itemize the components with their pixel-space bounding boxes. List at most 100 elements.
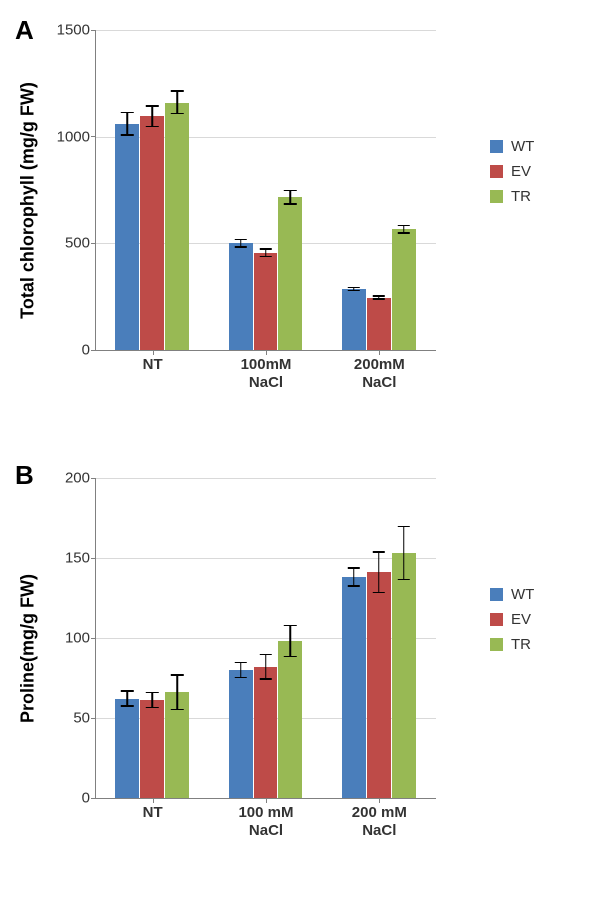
- errorbar-cap: [348, 585, 360, 587]
- gridline: [96, 30, 436, 31]
- bar-EV: [367, 572, 391, 798]
- legend-swatch: [490, 165, 503, 178]
- legend-swatch: [490, 190, 503, 203]
- errorbar: [176, 675, 178, 710]
- bar-WT: [342, 289, 366, 350]
- errorbar-cap: [348, 290, 360, 292]
- ytick-label: 150: [65, 550, 90, 567]
- errorbar-cap: [398, 225, 410, 227]
- legend-item-TR: TR: [490, 188, 534, 205]
- errorbar-cap: [121, 112, 133, 114]
- bar-TR: [165, 103, 189, 350]
- errorbar-cap: [348, 287, 360, 289]
- legend-label: WT: [511, 586, 534, 603]
- errorbar: [151, 106, 153, 127]
- xtick-label: 200 mMNaCl: [323, 798, 436, 840]
- errorbar-cap: [284, 656, 296, 658]
- ytick-label: 100: [65, 630, 90, 647]
- legend-label: TR: [511, 188, 531, 205]
- ytick-mark: [91, 478, 96, 479]
- panelA-ylabel: Total chlorophyll (mg/g FW): [18, 51, 39, 351]
- ytick-label: 0: [82, 342, 90, 359]
- errorbar-cap: [373, 295, 385, 297]
- errorbar-cap: [373, 592, 385, 594]
- ytick-label: 0: [82, 790, 90, 807]
- xtick-label: 100 mMNaCl: [209, 798, 322, 840]
- errorbar-cap: [373, 551, 385, 553]
- errorbar-cap: [121, 134, 133, 136]
- bar-WT: [115, 699, 139, 798]
- legend-label: WT: [511, 138, 534, 155]
- errorbar-cap: [146, 692, 158, 694]
- xtick-label: 100mMNaCl: [209, 350, 322, 392]
- legend-swatch: [490, 588, 503, 601]
- bar-EV: [140, 700, 164, 798]
- errorbar-cap: [259, 256, 271, 258]
- errorbar: [353, 568, 355, 587]
- panel-b-label: B: [15, 460, 34, 491]
- bar-TR: [278, 197, 302, 350]
- errorbar: [403, 526, 405, 580]
- bar-TR: [278, 641, 302, 798]
- errorbar-cap: [398, 232, 410, 234]
- legend-label: EV: [511, 163, 531, 180]
- errorbar-cap: [121, 690, 133, 692]
- legend-item-EV: EV: [490, 611, 534, 628]
- panelA-plot: 050010001500NT100mMNaCl200mMNaCl: [95, 30, 436, 351]
- panelB-ylabel: Proline(mg/g FW): [18, 499, 39, 799]
- ytick-label: 1000: [57, 128, 90, 145]
- errorbar-cap: [398, 526, 410, 528]
- bar-WT: [115, 124, 139, 350]
- gridline: [96, 558, 436, 559]
- errorbar-cap: [146, 126, 158, 128]
- errorbar-cap: [284, 203, 296, 205]
- legend-item-TR: TR: [490, 636, 534, 653]
- xtick-mark: [379, 350, 380, 355]
- bar-TR: [392, 229, 416, 350]
- bar-WT: [342, 577, 366, 798]
- errorbar-cap: [171, 113, 183, 115]
- errorbar-cap: [373, 298, 385, 300]
- errorbar-cap: [234, 239, 246, 241]
- xtick-mark: [266, 798, 267, 803]
- legend-label: TR: [511, 636, 531, 653]
- bar-EV: [254, 253, 278, 350]
- legend-label: EV: [511, 611, 531, 628]
- xtick-mark: [379, 798, 380, 803]
- bar-EV: [254, 667, 278, 798]
- bar-WT: [229, 243, 253, 350]
- ytick-label: 50: [73, 710, 90, 727]
- errorbar-cap: [259, 248, 271, 250]
- legend-swatch: [490, 613, 503, 626]
- ytick-mark: [91, 718, 96, 719]
- ytick-label: 1500: [57, 22, 90, 39]
- panelB-legend: WT EV TR: [490, 578, 534, 661]
- errorbar-cap: [284, 625, 296, 627]
- panelA-legend: WT EV TR: [490, 130, 534, 213]
- errorbar: [126, 112, 128, 135]
- errorbar-cap: [398, 579, 410, 581]
- legend-swatch: [490, 140, 503, 153]
- xtick-mark: [153, 798, 154, 803]
- ytick-label: 500: [65, 235, 90, 252]
- legend-item-WT: WT: [490, 138, 534, 155]
- legend-item-WT: WT: [490, 586, 534, 603]
- xtick-label: 200mMNaCl: [323, 350, 436, 392]
- errorbar-cap: [348, 567, 360, 569]
- xtick-mark: [266, 350, 267, 355]
- legend-swatch: [490, 638, 503, 651]
- errorbar-cap: [171, 90, 183, 92]
- errorbar-cap: [146, 707, 158, 709]
- bar-EV: [140, 116, 164, 350]
- errorbar-cap: [234, 662, 246, 664]
- errorbar-cap: [171, 674, 183, 676]
- errorbar-cap: [146, 105, 158, 107]
- bar-TR: [392, 553, 416, 798]
- errorbar: [378, 552, 380, 594]
- errorbar-cap: [171, 709, 183, 711]
- ytick-mark: [91, 638, 96, 639]
- errorbar-cap: [259, 678, 271, 680]
- ytick-mark: [91, 30, 96, 31]
- errorbar: [265, 654, 267, 680]
- bar-EV: [367, 298, 391, 350]
